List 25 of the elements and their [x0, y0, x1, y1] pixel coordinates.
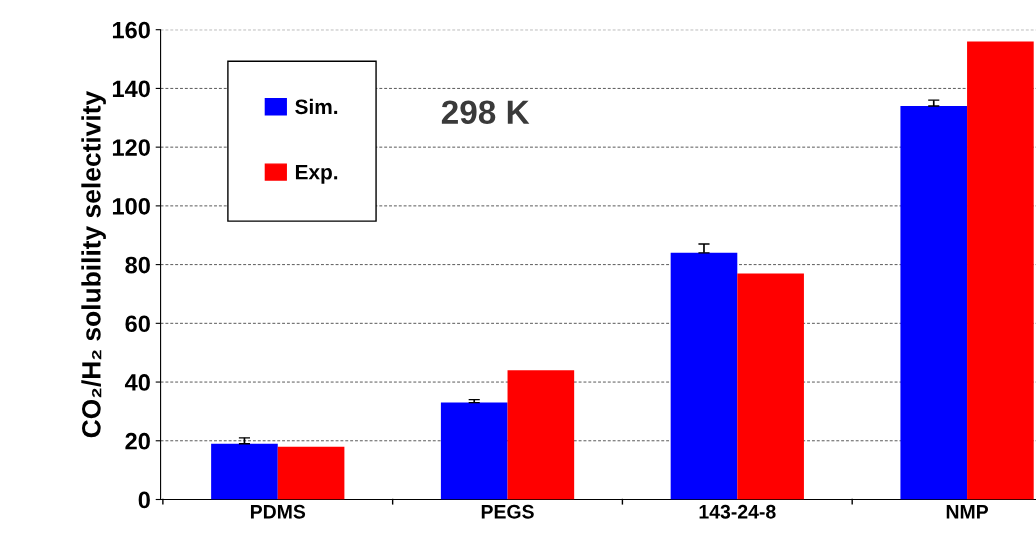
y-tick-label: 120 [112, 139, 150, 156]
annotation: 298 K [441, 100, 530, 124]
legend-label: Sim. [295, 98, 338, 115]
y-tick-label: 80 [125, 256, 150, 274]
legend-label: Exp. [295, 165, 338, 184]
bar [967, 41, 1034, 500]
y-tick-label: 40 [124, 374, 150, 391]
y-tick-label: 100 [112, 197, 150, 215]
bar [277, 446, 345, 500]
bar [507, 370, 575, 500]
bar [737, 273, 804, 500]
y-tick-label: 160 [112, 21, 150, 39]
y-tick-label: 140 [112, 80, 150, 98]
y-tick-label: 0 [138, 491, 150, 509]
x-tick-label: NMP [946, 505, 989, 519]
y-tick-label: 60 [125, 315, 150, 333]
bar [900, 106, 968, 500]
bar [440, 402, 508, 500]
x-tick-label: 143-24-8 [699, 504, 776, 519]
y-tick-label: 20 [125, 432, 150, 450]
x-tick-label: PEGS [481, 504, 534, 519]
bar [211, 443, 278, 500]
bar [670, 252, 738, 500]
y-axis-title: CO₂/H₂ solubility selectivity [81, 90, 106, 438]
x-tick-label: PDMS [250, 504, 306, 519]
